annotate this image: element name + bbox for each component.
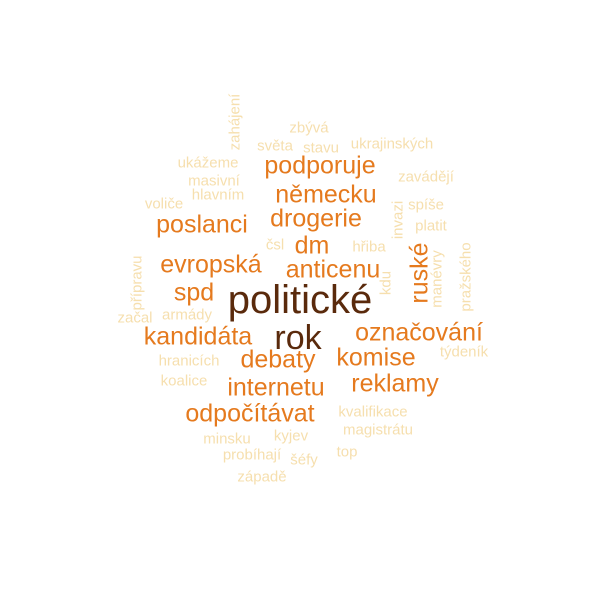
word-49: top <box>336 443 358 461</box>
word-40: týdeník <box>439 343 489 361</box>
word-32: čsl <box>265 236 285 254</box>
word-41: hranicích <box>158 352 220 370</box>
word-30: invazi <box>389 200 407 240</box>
word-3: podporuje <box>264 151 376 180</box>
word-39: začal <box>117 309 153 327</box>
word-9: anticenu <box>285 255 381 284</box>
word-11: spd <box>173 278 215 307</box>
word-1: politické <box>227 278 373 322</box>
word-12: kandidáta <box>143 322 253 351</box>
word-33: hřiba <box>352 238 386 256</box>
word-8: evropská <box>160 250 262 279</box>
word-35: pražského <box>457 242 475 312</box>
word-47: probíhají <box>222 446 282 464</box>
word-20: zbývá <box>289 119 329 137</box>
word-13: označování <box>355 318 483 347</box>
word-50: západě <box>237 468 287 486</box>
word-18: odpočítávat <box>185 399 315 428</box>
word-2: rok <box>274 319 322 357</box>
word-29: spíše <box>408 196 444 214</box>
word-24: ukážeme <box>177 154 239 172</box>
word-25: masivní <box>188 172 240 190</box>
word-21: světa <box>257 137 293 155</box>
word-42: koalice <box>160 372 208 390</box>
word-14: debaty <box>240 345 316 374</box>
word-4: německu <box>275 180 377 209</box>
word-7: dm <box>294 231 330 260</box>
word-36: kdu <box>377 270 395 296</box>
word-17: reklamy <box>351 369 439 398</box>
word-43: kvalifikace <box>338 403 408 421</box>
word-46: kyjev <box>273 427 309 445</box>
word-28: voliče <box>144 195 184 213</box>
word-23: ukrajinských <box>350 135 434 153</box>
word-37: manévry <box>428 250 446 308</box>
word-38: armády <box>161 306 213 324</box>
word-34: přípravu <box>128 255 146 311</box>
word-6: poslanci <box>156 210 248 239</box>
word-48: šéfy <box>290 451 318 469</box>
word-16: internetu <box>227 373 325 402</box>
word-15: komise <box>336 343 416 372</box>
word-31: platit <box>415 217 447 235</box>
word-19: zahájení <box>226 93 244 151</box>
word-22: stavu <box>303 139 339 157</box>
word-27: hlavním <box>191 186 245 204</box>
word-26: zavádějí <box>398 168 454 186</box>
word-5: drogerie <box>270 204 362 233</box>
word-45: minsku <box>203 430 251 448</box>
word-44: magistrátu <box>342 421 414 439</box>
